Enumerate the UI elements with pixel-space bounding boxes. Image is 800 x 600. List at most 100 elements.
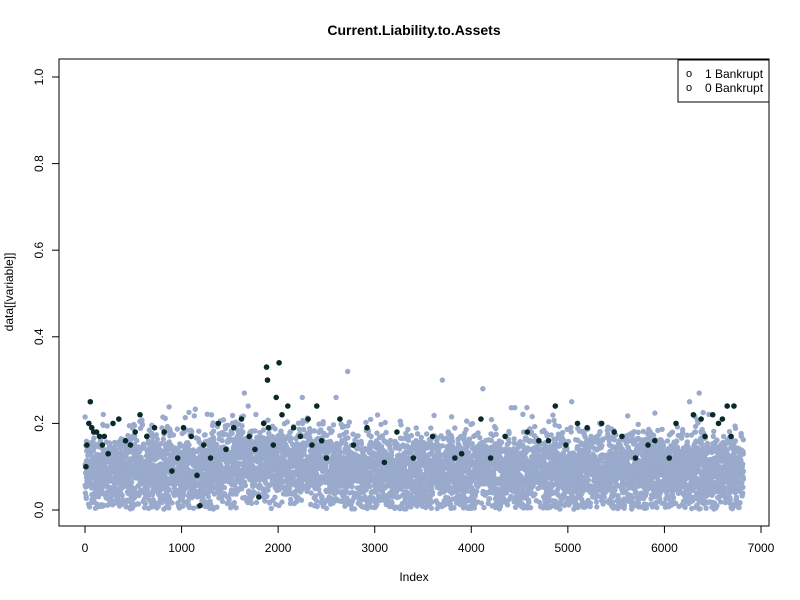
- data-point: [293, 498, 300, 505]
- data-point: [134, 437, 140, 444]
- data-point: [449, 438, 456, 445]
- data-point: [153, 432, 159, 438]
- data-point: [135, 501, 142, 507]
- data-point: [317, 480, 324, 486]
- data-point: [226, 497, 232, 503]
- data-point: [287, 500, 294, 507]
- data-point: [307, 429, 313, 436]
- data-point: [557, 506, 563, 512]
- data-point: [374, 412, 381, 418]
- data-point: [248, 438, 254, 444]
- data-point: [240, 429, 246, 435]
- data-point: [448, 414, 455, 420]
- data-point: [405, 437, 412, 443]
- data-point: [180, 492, 187, 498]
- data-point: [123, 503, 130, 510]
- data-point: [493, 425, 499, 432]
- data-point: [559, 430, 566, 436]
- data-point: [504, 502, 511, 508]
- data-point: [345, 435, 351, 441]
- data-point: [316, 486, 322, 493]
- data-point: [210, 428, 217, 434]
- data-point: [428, 425, 434, 431]
- data-point: [139, 422, 146, 428]
- data-point: [346, 419, 353, 425]
- data-point: [512, 405, 518, 411]
- data-point: [475, 430, 481, 436]
- data-point: [439, 443, 446, 449]
- data-point: [186, 409, 192, 416]
- data-point: [429, 489, 436, 496]
- data-point: [424, 431, 430, 437]
- data-point: [182, 414, 188, 421]
- data-point: [286, 485, 293, 491]
- data-point: [239, 423, 245, 429]
- data-point: [431, 412, 437, 419]
- data-point: [367, 416, 374, 423]
- data-point: [481, 504, 487, 511]
- plot-points: [82, 359, 747, 512]
- data-point: [174, 426, 180, 432]
- data-point: [343, 429, 350, 435]
- data-point: [300, 417, 306, 424]
- data-point: [179, 443, 185, 449]
- data-point: [546, 418, 552, 425]
- data-point: [167, 428, 173, 434]
- data-point: [128, 479, 135, 486]
- data-point: [104, 502, 111, 508]
- data-point: [272, 494, 278, 500]
- data-point: [185, 498, 191, 504]
- data-point: [388, 452, 395, 459]
- data-point: [231, 500, 237, 506]
- data-point: [451, 505, 457, 511]
- data-point: [229, 412, 236, 419]
- data-point: [383, 429, 389, 436]
- data-point: [374, 501, 380, 508]
- data-point: [189, 428, 195, 435]
- data-point: [219, 437, 225, 444]
- data-point: [329, 428, 335, 434]
- data-point: [233, 505, 239, 511]
- data-point: [159, 425, 165, 431]
- data-point: [278, 428, 284, 434]
- data-point: [248, 500, 255, 506]
- data-point: [506, 439, 512, 446]
- data-point: [166, 487, 172, 493]
- data-point: [191, 413, 197, 419]
- data-point: [498, 439, 505, 445]
- data-point: [532, 491, 538, 497]
- data-point: [149, 492, 156, 498]
- data-point: [262, 498, 268, 504]
- data-point: [181, 499, 187, 505]
- data-point: [465, 449, 472, 456]
- data-point: [100, 411, 107, 418]
- data-point: [418, 434, 424, 441]
- data-point: [351, 506, 358, 512]
- data-point: [158, 441, 164, 447]
- data-point: [330, 422, 337, 428]
- data-point: [279, 499, 285, 505]
- data-point: [320, 419, 326, 425]
- data-point: [219, 498, 226, 504]
- data-point: [367, 483, 373, 489]
- data-point: [142, 500, 149, 507]
- data-point: [162, 415, 168, 422]
- data-point: [529, 413, 535, 420]
- data-point: [355, 433, 361, 439]
- data-point: [287, 428, 294, 435]
- data-point: [192, 406, 198, 412]
- data-point: [464, 418, 470, 424]
- data-point: [153, 440, 160, 447]
- data-point: [99, 485, 105, 491]
- data-point: [104, 423, 110, 429]
- data-point: [491, 471, 497, 477]
- data-point: [314, 503, 320, 510]
- data-point: [387, 437, 394, 444]
- data-point: [368, 433, 374, 439]
- data-point: [154, 436, 160, 442]
- data-point: [312, 493, 319, 499]
- data-point: [301, 426, 307, 433]
- data-point: [307, 434, 313, 441]
- data-point: [239, 486, 245, 492]
